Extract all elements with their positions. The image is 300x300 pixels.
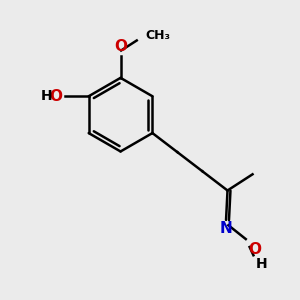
Text: H: H — [41, 89, 52, 103]
Text: O: O — [49, 89, 62, 104]
Text: CH₃: CH₃ — [146, 29, 171, 42]
Text: H: H — [256, 257, 267, 271]
Text: N: N — [220, 221, 232, 236]
Text: O: O — [249, 242, 262, 257]
Text: O: O — [114, 39, 127, 54]
